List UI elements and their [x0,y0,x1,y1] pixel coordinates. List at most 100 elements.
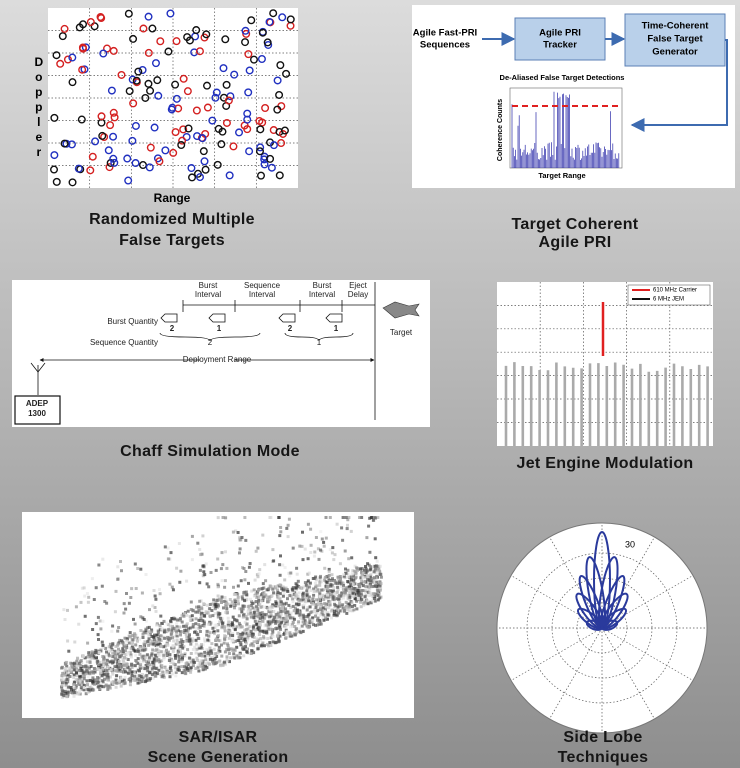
sar-pixel [270,613,273,616]
sar-pixel [66,609,69,612]
sar-pixel [199,569,202,572]
sar-pixel [139,615,142,618]
sar-pixel [101,641,104,644]
sar-pixel [323,545,326,548]
sar-pixel [148,630,151,633]
sar-pixel [232,531,235,534]
sar-pixel [144,656,147,659]
sar-pixel [256,615,259,618]
sar-pixel [275,613,278,616]
sar-pixel [138,646,141,649]
sar-pixel [224,516,227,519]
sar-pixel [342,597,345,600]
sar-pixel [227,620,230,623]
sar-pixel [207,585,210,588]
sar-pixel [243,648,246,651]
sar-pixel [233,640,236,643]
sar-pixel [92,688,95,691]
sar-pixel [329,585,332,588]
sar-pixel [181,658,184,661]
sar-pixel [262,620,265,623]
sar-pixel [237,599,240,602]
sar-pixel [329,516,332,519]
sar-pixel [364,595,367,598]
sar-pixel [251,634,254,637]
sar-pixel [259,630,262,633]
sar-pixel [233,599,236,602]
sar-pixel [301,596,304,599]
sar-pixel [151,652,154,655]
sar-pixel [267,600,270,603]
sar-pixel [198,664,201,667]
sar-pixel [307,626,310,629]
sar-pixel [334,553,337,556]
sar-pixel [370,516,373,519]
sar-pixel [166,636,169,639]
sar-pixel [376,571,379,574]
sar-pixel [253,616,256,619]
sar-pixel [358,516,361,519]
sar-pixel [195,627,198,630]
sar-pixel [178,581,181,584]
sar-pixel [314,615,317,618]
sar-pixel [90,671,93,674]
sar-pixel [95,586,98,589]
sar-pixel [210,571,213,574]
sar-pixel [78,690,81,693]
sar-pixel [110,646,113,649]
sar-pixel [293,618,296,621]
sar-pixel [159,645,162,648]
sar-pixel [174,666,177,669]
sar-pixel [280,600,283,603]
sar-pixel [153,638,156,641]
sar-pixel [368,591,371,594]
sar-pixel [97,633,100,636]
sar-pixel [118,660,121,663]
sar-pixel [144,680,147,683]
sar-pixel [175,631,178,634]
sar-pixel [158,638,161,641]
range-label: Deployment Range [183,355,252,364]
sar-pixel [200,659,203,662]
sar-pixel [336,586,339,589]
sar-pixel [176,619,179,622]
sar-pixel [154,667,157,670]
infographic: Doppler Range Randomized Multiple False … [0,0,740,768]
sar-pixel [346,580,349,583]
sar-pixel [243,591,246,594]
sar-pixel [262,593,265,596]
sar-pixel [142,636,145,639]
sar-pixel [176,639,179,642]
sar-pixel [243,567,246,570]
sar-pixel [233,657,236,660]
sar-pixel [223,661,226,664]
sar-pixel [259,603,262,606]
sar-pixel [255,550,258,553]
sar-pixel [336,591,339,594]
sar-pixel [120,676,123,679]
sar-pixel [198,600,201,603]
sar-pixel [365,588,368,591]
sar-pixel [331,573,334,576]
sar-pixel [167,547,170,550]
interval-label: Burst [313,281,332,290]
sar-pixel [68,667,71,670]
sar-pixel [220,567,223,570]
sar-pixel [224,579,227,582]
sar-pixel [272,640,275,643]
sar-pixel [154,649,157,652]
row-label: Sequence Quantity [90,338,158,347]
sar-pixel [73,686,76,689]
sar-pixel [133,677,136,680]
sar-pixel [248,566,251,569]
sar-pixel [370,585,373,588]
sar-pixel [203,625,206,628]
quantity: 1 [317,338,322,347]
sar-pixel [196,611,199,614]
sar-pixel [224,550,227,553]
sar-pixel [292,621,295,624]
sar-panel [22,512,414,718]
sar-pixel [339,562,342,565]
sar-pixel [139,663,142,666]
sar-pixel [205,562,208,565]
